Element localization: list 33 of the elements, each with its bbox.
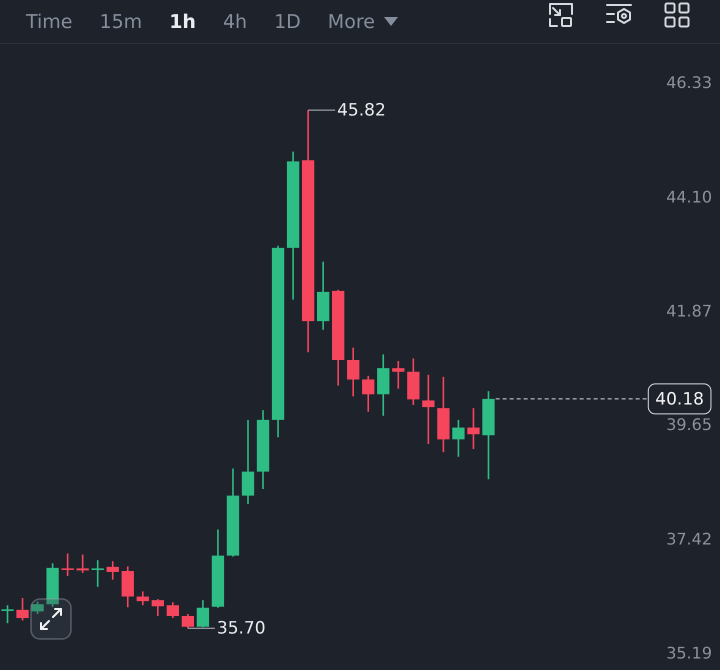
candlestick [136, 590, 149, 606]
ref-line-label: 40.18 [655, 389, 704, 410]
text: Time [26, 10, 72, 32]
candlestick [31, 600, 44, 615]
candlestick [106, 560, 119, 580]
candlestick [182, 613, 194, 630]
y-tick-label: 39.65 [666, 415, 712, 434]
candlestick [166, 601, 180, 619]
y-tick-label: 46.33 [666, 73, 712, 92]
candlestick [362, 375, 374, 412]
text: More [328, 10, 375, 32]
y-tick-label: 35.19 [666, 644, 712, 663]
candlestick [422, 374, 435, 445]
candlestick [452, 419, 465, 458]
y-tick-label: 37.42 [666, 529, 712, 548]
candlestick [92, 559, 104, 588]
candlestick [61, 552, 74, 577]
candlestick [347, 346, 360, 398]
annotation: 35.70 [216, 618, 266, 639]
candlestick [196, 599, 210, 628]
candlestick [467, 407, 480, 450]
candlestick [152, 598, 164, 617]
text: 15m [100, 10, 142, 32]
candlestick [76, 554, 89, 574]
y-tick-label: 41.87 [666, 302, 712, 321]
text: 1h [169, 10, 196, 32]
text: 4h [222, 10, 248, 32]
candlestick [1, 604, 14, 624]
candlestick [16, 597, 29, 622]
y-tick-label: 44.10 [666, 187, 712, 206]
candlestick [392, 360, 404, 390]
annotation: 45.82 [337, 100, 386, 121]
text: 1D [274, 10, 301, 32]
